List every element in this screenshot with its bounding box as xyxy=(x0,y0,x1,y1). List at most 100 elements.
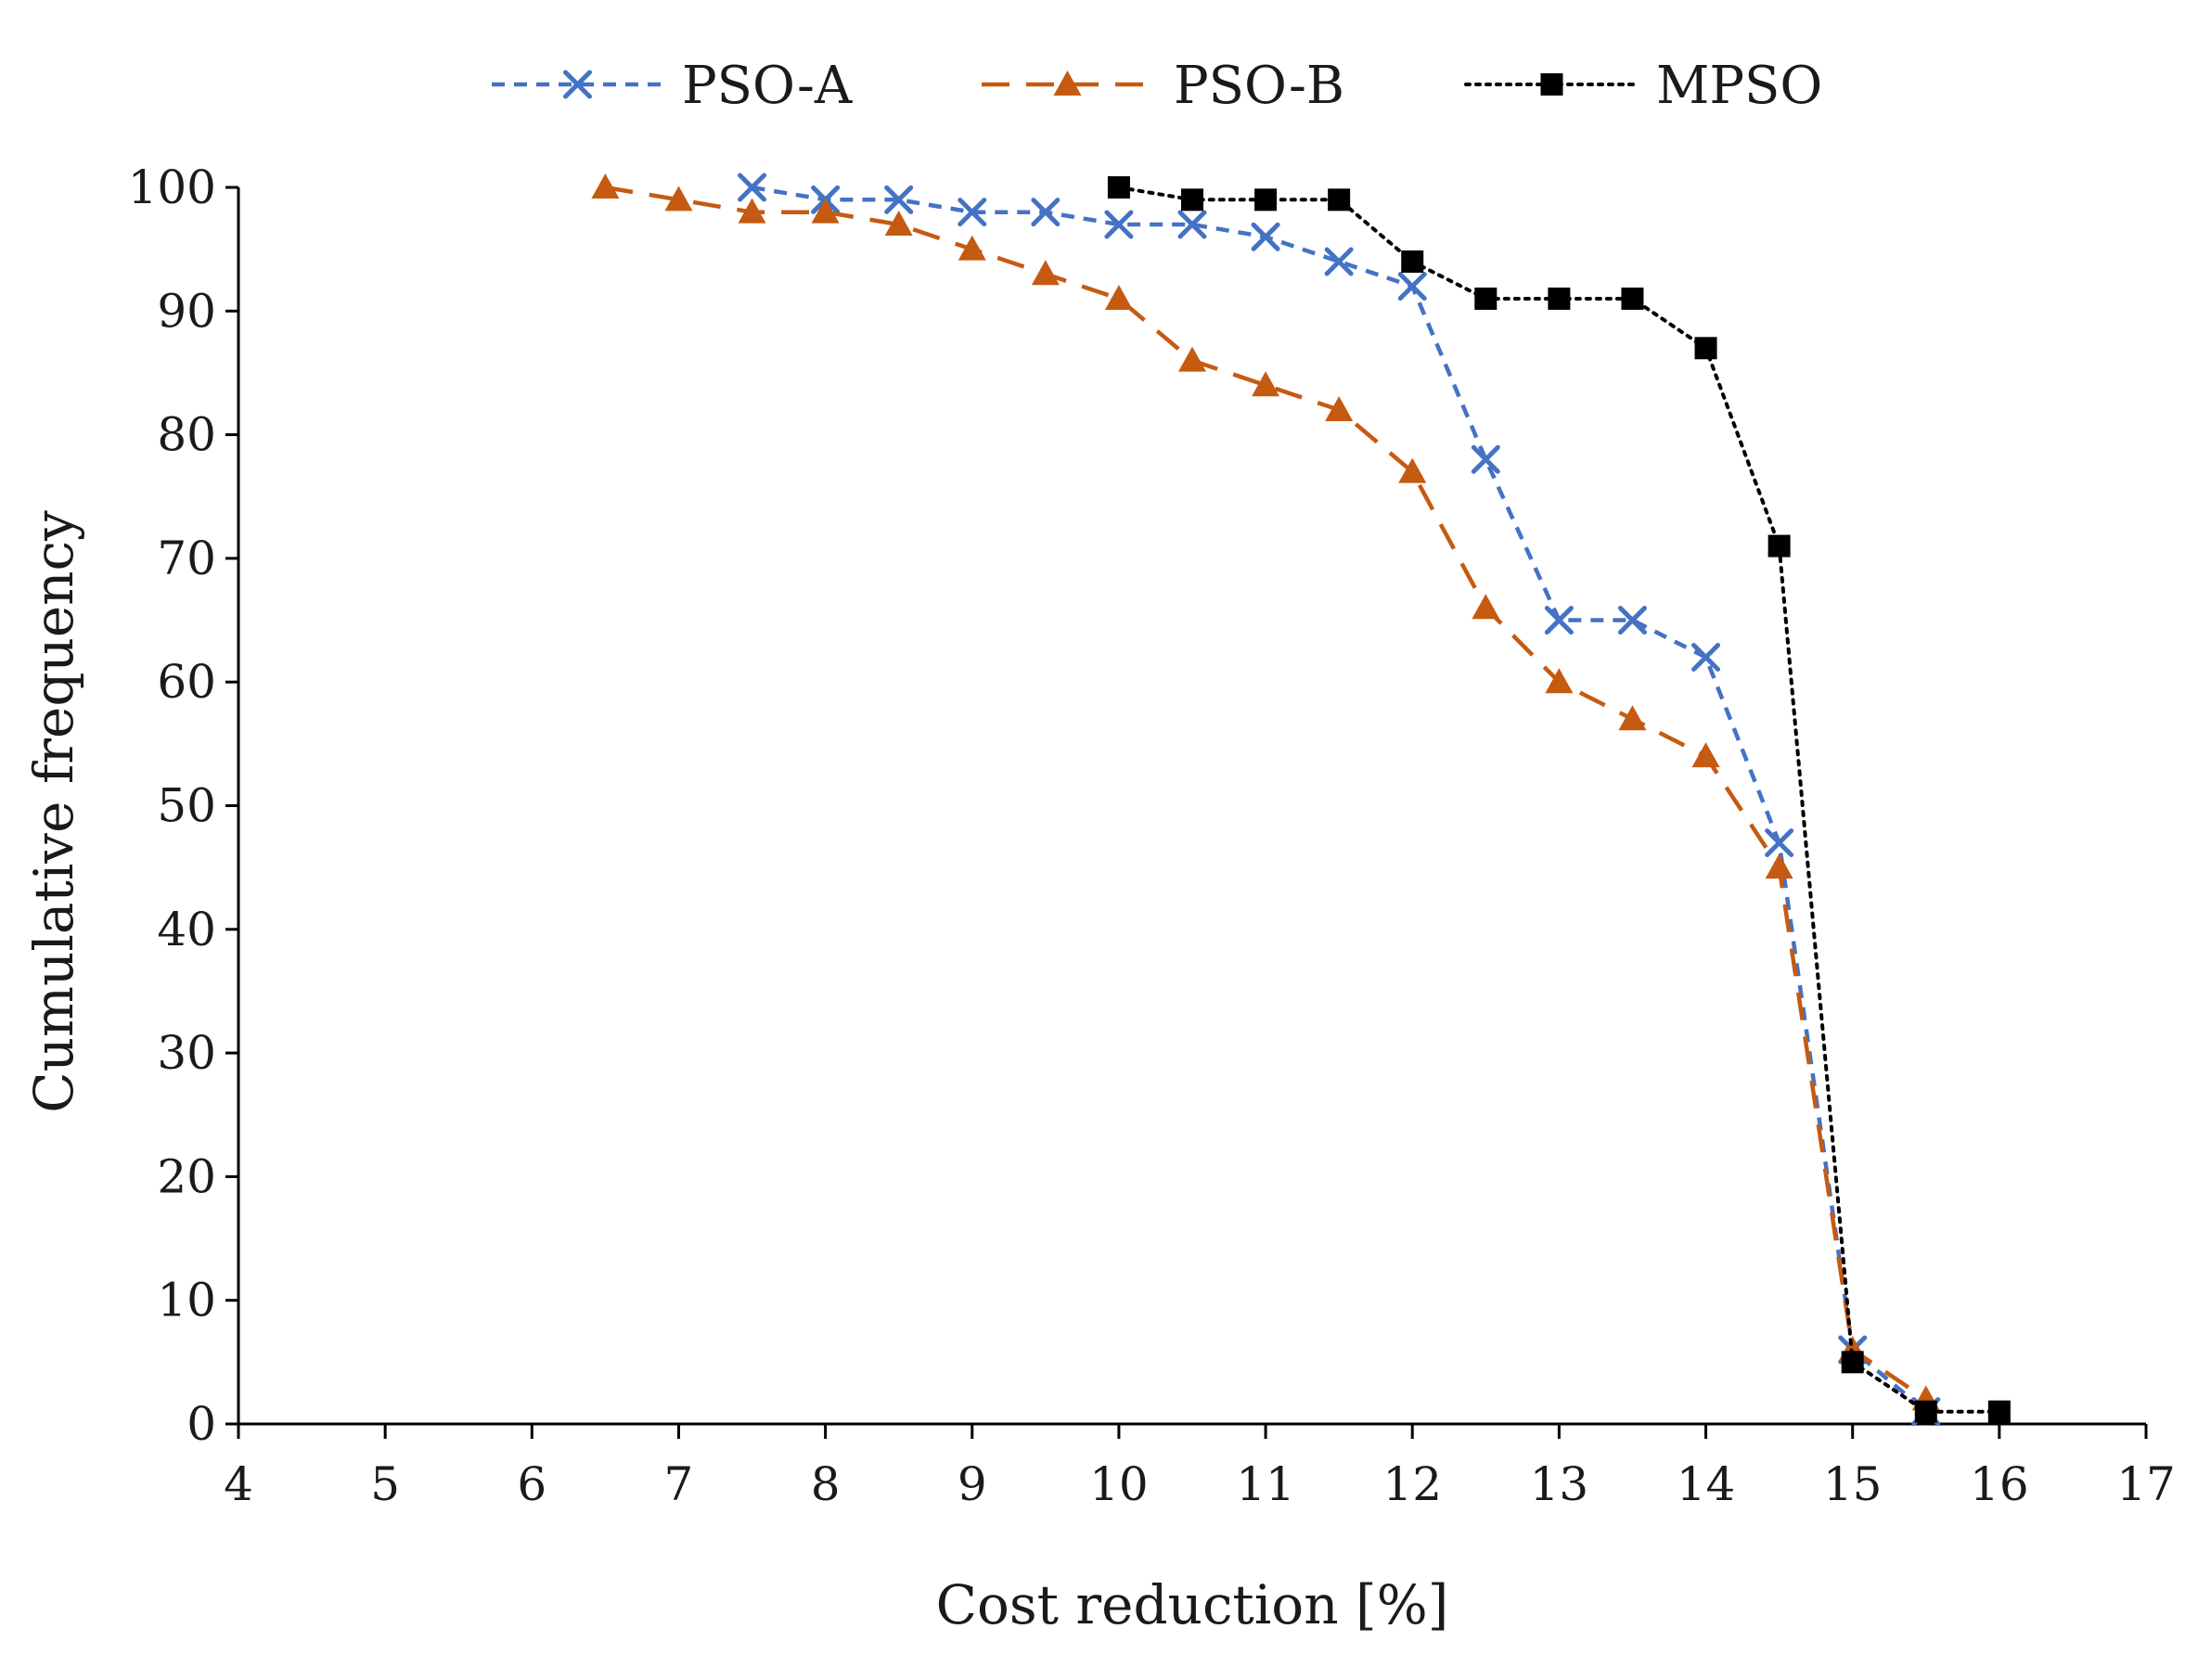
data-point-pso-b xyxy=(664,186,693,212)
data-point-pso-b xyxy=(958,235,986,261)
data-point-pso-b xyxy=(1545,668,1574,694)
x-tick-label: 13 xyxy=(1530,1457,1589,1511)
data-point-pso-a-stroke-b xyxy=(1251,222,1280,251)
data-point-mpso xyxy=(1328,188,1351,212)
data-point-pso-a-stroke-b xyxy=(1177,210,1207,239)
data-point-pso-b xyxy=(1765,853,1793,879)
data-point-mpso xyxy=(1768,534,1791,558)
y-tick-label: 60 xyxy=(157,655,216,709)
data-point-pso-b xyxy=(1252,371,1280,397)
data-point-pso-a-stroke-b xyxy=(1397,272,1427,301)
x-tick-label: 12 xyxy=(1382,1457,1442,1511)
data-point-pso-b xyxy=(1398,457,1427,483)
data-point-pso-b xyxy=(811,198,840,224)
legend-label-pso-a: PSO-A xyxy=(682,56,853,116)
x-tick-label: 17 xyxy=(2116,1457,2176,1511)
y-tick-label: 20 xyxy=(157,1149,216,1203)
series-mpso xyxy=(1107,176,2011,1423)
y-tick-label: 80 xyxy=(157,408,216,462)
legend-marker-shape-pso-b xyxy=(1053,71,1082,96)
data-point-pso-a-stroke-b xyxy=(1544,606,1574,635)
data-point-pso-a xyxy=(1617,606,1647,635)
x-tick-label: 9 xyxy=(958,1457,987,1511)
data-point-pso-a xyxy=(1251,222,1280,251)
data-point-pso-a-stroke-b xyxy=(1765,827,1794,857)
legend-marker-mpso xyxy=(1540,73,1563,96)
data-point-pso-a xyxy=(1544,606,1574,635)
data-point-pso-b xyxy=(1325,395,1354,421)
data-point-pso-a-stroke-b xyxy=(1104,210,1134,239)
x-tick-label: 4 xyxy=(224,1457,253,1511)
legend-marker-shape-pso-a xyxy=(563,70,592,99)
x-tick-label: 8 xyxy=(811,1457,841,1511)
y-axis-title: Cumulative frequency xyxy=(22,510,85,1113)
y-tick-label: 30 xyxy=(157,1026,216,1080)
legend-item-pso-a: PSO-A xyxy=(492,56,853,116)
data-point-pso-a-stroke-b xyxy=(1691,643,1721,673)
data-point-mpso xyxy=(1987,1400,2011,1423)
y-tick-label: 100 xyxy=(128,160,216,214)
y-tick-label: 70 xyxy=(157,532,216,585)
data-point-pso-b xyxy=(1472,594,1500,620)
legend-item-pso-b: PSO-B xyxy=(982,56,1344,116)
x-axis-ticks: 4 5 6 7 8 9 10 11 12 13 14 15 16 17 xyxy=(224,1424,2176,1511)
data-point-mpso xyxy=(1401,250,1424,273)
data-point-mpso xyxy=(1548,287,1571,310)
x-tick-label: 16 xyxy=(1970,1457,2029,1511)
y-tick-label: 0 xyxy=(186,1397,216,1451)
data-point-pso-a xyxy=(1397,272,1427,301)
data-point-mpso xyxy=(1254,188,1278,212)
data-point-pso-a xyxy=(1324,247,1354,276)
data-point-pso-b xyxy=(591,173,620,199)
data-point-pso-a-stroke-b xyxy=(738,173,767,202)
legend-label-mpso: MPSO xyxy=(1656,56,1822,116)
y-axis-ticks: 0 10 20 30 40 50 60 70 80 90 100 xyxy=(128,160,238,1451)
data-point-mpso xyxy=(1107,176,1130,199)
data-point-pso-a-stroke-b xyxy=(958,198,987,227)
x-tick-label: 7 xyxy=(664,1457,694,1511)
data-point-pso-b xyxy=(1178,346,1206,372)
data-point-pso-a xyxy=(958,198,987,227)
x-tick-label: 5 xyxy=(370,1457,400,1511)
series-layer xyxy=(591,173,2011,1427)
data-point-pso-a-stroke-b xyxy=(1031,198,1061,227)
y-tick-label: 50 xyxy=(157,779,216,833)
y-tick-label: 40 xyxy=(157,903,216,956)
data-point-mpso xyxy=(1474,287,1498,310)
data-point-mpso xyxy=(1621,287,1644,310)
data-point-pso-b xyxy=(1618,705,1647,731)
legend-label-pso-b: PSO-B xyxy=(1174,56,1344,116)
legend-marker-pso-a xyxy=(563,70,592,99)
data-point-pso-b xyxy=(1691,742,1720,768)
data-point-mpso xyxy=(1841,1351,1864,1374)
legend-marker-pso-b xyxy=(1053,71,1082,96)
x-tick-label: 10 xyxy=(1089,1457,1149,1511)
legend: PSO-A PSO-B MPSO xyxy=(492,56,1822,116)
data-point-pso-b xyxy=(1104,284,1133,310)
data-point-pso-a xyxy=(884,185,914,214)
series-pso-a xyxy=(738,173,1941,1427)
data-point-pso-a xyxy=(1765,827,1794,857)
data-point-mpso xyxy=(1914,1400,1937,1423)
x-axis-title: Cost reduction [%] xyxy=(936,1573,1449,1636)
data-point-pso-a-stroke-b xyxy=(1617,606,1647,635)
series-line-pso-a xyxy=(752,185,1928,1414)
data-point-pso-a xyxy=(1031,198,1061,227)
data-point-pso-a xyxy=(738,173,767,202)
data-point-pso-b xyxy=(884,210,913,236)
legend-item-mpso: MPSO xyxy=(1464,56,1822,116)
data-point-pso-a-stroke-b xyxy=(1471,444,1500,474)
x-tick-label: 11 xyxy=(1236,1457,1295,1511)
data-point-mpso xyxy=(1181,188,1203,212)
data-point-pso-a xyxy=(1471,444,1500,474)
data-point-pso-a xyxy=(1104,210,1134,239)
data-point-pso-a xyxy=(1177,210,1207,239)
data-point-pso-a xyxy=(1691,643,1721,673)
y-tick-label: 10 xyxy=(157,1274,216,1327)
x-tick-label: 6 xyxy=(517,1457,546,1511)
data-point-pso-a-stroke-b xyxy=(1324,247,1354,276)
data-point-mpso xyxy=(1694,337,1717,360)
